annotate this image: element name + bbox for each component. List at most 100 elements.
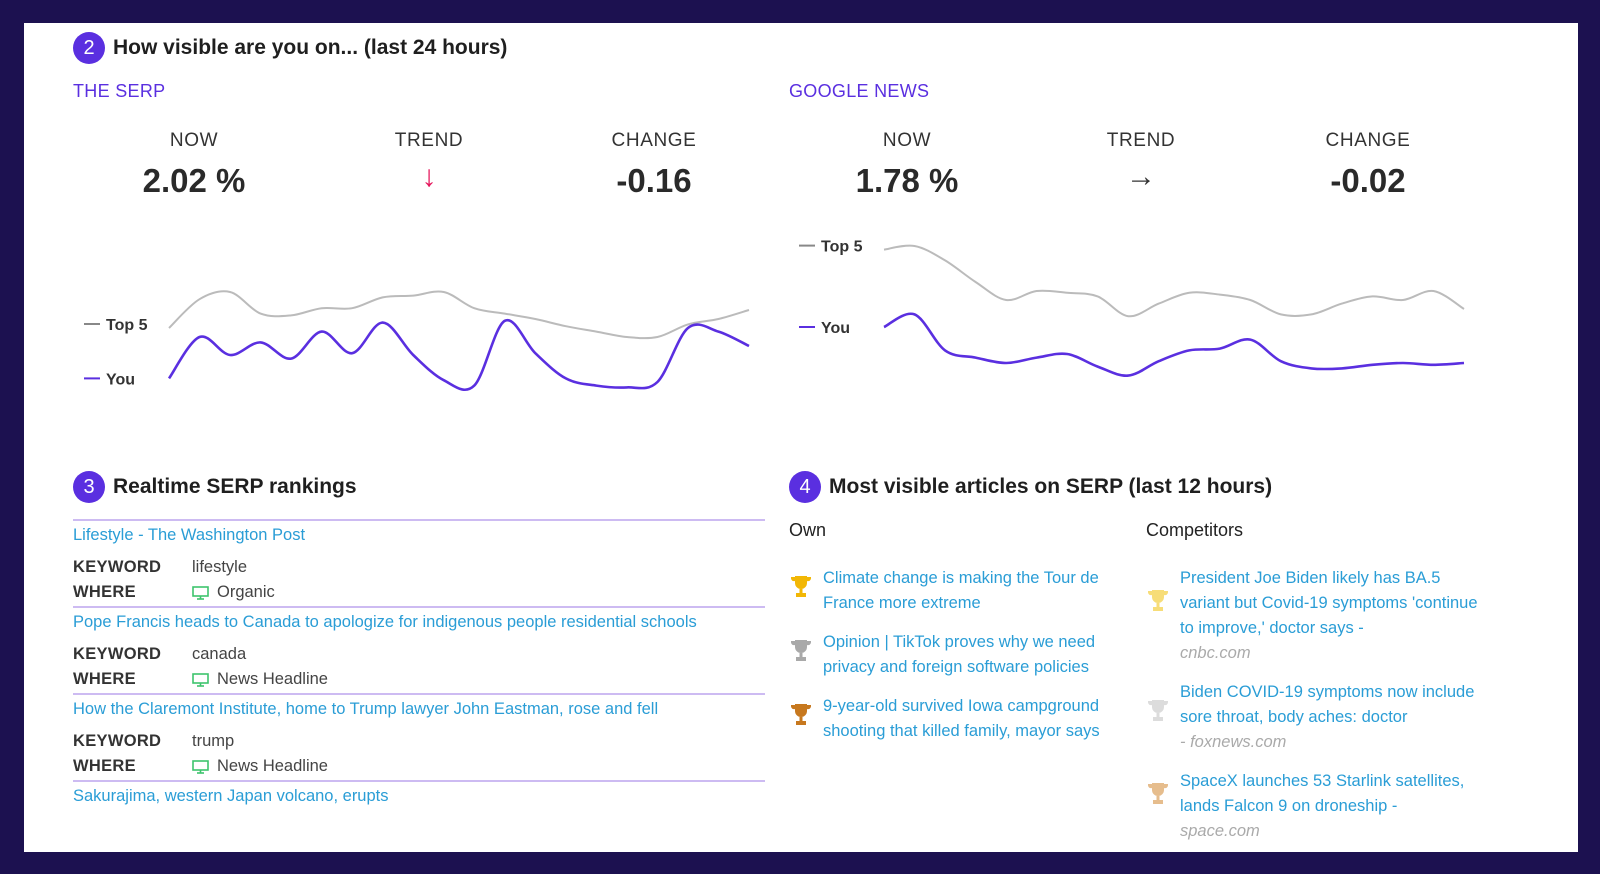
where-value: News Headline <box>192 757 328 776</box>
news-change-value: -0.02 <box>1330 162 1406 199</box>
rankings-section-header: 3 Realtime SERP rankings <box>73 471 357 503</box>
gold-trophy-icon <box>790 576 812 597</box>
ranking-item: Sakurajima, western Japan volcano, erupt… <box>73 780 765 810</box>
news-now-value: 1.78 % <box>855 162 959 199</box>
competitor-article-title: Biden COVID-19 symptoms now include sore… <box>1180 683 1475 726</box>
own-article-link[interactable]: Climate change is making the Tour de Fra… <box>823 569 1099 612</box>
rankings-list: Lifestyle - The Washington Post KEYWORD … <box>73 519 765 810</box>
serp-trend-label: TREND <box>394 130 464 151</box>
serp-visibility-chart: Top 5 You <box>84 290 750 391</box>
ranking-item: How the Claremont Institute, home to Tru… <box>73 693 765 780</box>
competitor-article-item: SpaceX launches 53 Starlink satellites, … <box>1146 769 1486 844</box>
trend-down-arrow-icon: ↓ <box>421 160 437 193</box>
where-label: WHERE <box>73 583 136 601</box>
where-label: WHERE <box>73 670 136 688</box>
visibility-section-header: 2 How visible are you on... (last 24 hou… <box>73 32 507 64</box>
competitor-articles-list: President Joe Biden likely has BA.5 vari… <box>1146 566 1486 852</box>
news-now-label: NOW <box>882 130 932 151</box>
own-article-link[interactable]: Opinion | TikTok proves why we need priv… <box>823 633 1096 676</box>
keyword-row: KEYWORD trump <box>73 732 765 751</box>
series-label: Top 5 <box>821 239 863 256</box>
series-line-you <box>167 318 750 391</box>
serp-subtitle: THE SERP <box>73 81 166 101</box>
serp-now-metric: NOW 2.02 % <box>94 130 294 200</box>
own-article-item: 9-year-old survived Iowa campground shoo… <box>789 694 1119 744</box>
serp-trend-metric: TREND ↓ <box>329 130 529 194</box>
news-trend-metric: TREND → <box>1041 130 1241 194</box>
competitor-article-source: space.com <box>1180 822 1260 840</box>
where-label: WHERE <box>73 757 136 775</box>
silver-trophy-icon <box>1147 700 1169 721</box>
where-text: Organic <box>217 583 275 601</box>
news-now-metric: NOW 1.78 % <box>807 130 1007 200</box>
section-number-badge: 3 <box>73 471 105 503</box>
where-value: News Headline <box>192 670 328 689</box>
keyword-label: KEYWORD <box>73 645 162 663</box>
ranking-article-link[interactable]: Sakurajima, western Japan volcano, erupt… <box>73 787 389 805</box>
ranking-item: Pope Francis heads to Canada to apologiz… <box>73 606 765 693</box>
ranking-item: Lifestyle - The Washington Post KEYWORD … <box>73 519 765 606</box>
keyword-value: canada <box>192 645 247 663</box>
section-number-badge: 4 <box>789 471 821 503</box>
where-value: Organic <box>192 583 275 602</box>
competitor-article-source: cnbc.com <box>1180 644 1251 662</box>
serp-now-value: 2.02 % <box>142 162 246 199</box>
ranking-article-link[interactable]: Pope Francis heads to Canada to apologiz… <box>73 613 697 631</box>
competitor-article-source: - foxnews.com <box>1180 733 1287 751</box>
serp-change-value: -0.16 <box>616 162 692 199</box>
own-article-item: Climate change is making the Tour de Fra… <box>789 566 1119 616</box>
bronze-trophy-icon <box>1147 783 1169 804</box>
desktop-monitor-icon <box>192 585 209 600</box>
serp-now-label: NOW <box>169 130 219 151</box>
competitor-article-title: SpaceX launches 53 Starlink satellites, … <box>1180 772 1465 815</box>
trend-flat-arrow-icon: → <box>1126 160 1156 193</box>
gold-trophy-icon <box>1147 590 1169 611</box>
silver-trophy-icon <box>790 640 812 661</box>
where-row: WHERE News Headline <box>73 757 765 776</box>
competitor-article-link[interactable]: SpaceX launches 53 Starlink satellites, … <box>1180 769 1486 844</box>
competitor-article-item: Biden COVID-19 symptoms now include sore… <box>1146 680 1486 755</box>
series-line-top-5 <box>168 290 750 340</box>
desktop-monitor-icon <box>192 759 209 774</box>
series-line-top-5 <box>883 244 1465 318</box>
competitor-article-link[interactable]: President Joe Biden likely has BA.5 vari… <box>1180 566 1486 666</box>
where-text: News Headline <box>217 670 328 688</box>
competitor-article-item: President Joe Biden likely has BA.5 vari… <box>1146 566 1486 666</box>
bronze-trophy-icon <box>790 704 812 725</box>
competitor-article-title: President Joe Biden likely has BA.5 vari… <box>1180 569 1478 637</box>
ranking-article-link[interactable]: How the Claremont Institute, home to Tru… <box>73 700 659 718</box>
news-change-label: CHANGE <box>1325 130 1411 151</box>
series-label: You <box>821 320 850 337</box>
series-label: You <box>106 371 135 388</box>
news-trend-label: TREND <box>1106 130 1176 151</box>
articles-section-title: Most visible articles on SERP (last 12 h… <box>829 475 1273 498</box>
desktop-monitor-icon <box>192 672 209 687</box>
keyword-row: KEYWORD canada <box>73 645 765 664</box>
visibility-section-title: How visible are you on... (last 24 hours… <box>113 36 508 59</box>
keyword-value: lifestyle <box>192 558 248 576</box>
news-visibility-chart: Top 5 You <box>799 239 1465 377</box>
own-column-header: Own <box>789 520 827 540</box>
news-change-metric: CHANGE -0.02 <box>1268 130 1468 200</box>
keyword-row: KEYWORD lifestyle <box>73 558 765 577</box>
competitor-article-link[interactable]: Biden COVID-19 symptoms now include sore… <box>1180 680 1486 755</box>
serp-change-metric: CHANGE -0.16 <box>554 130 754 200</box>
serp-change-label: CHANGE <box>611 130 697 151</box>
keyword-label: KEYWORD <box>73 558 162 576</box>
series-label: Top 5 <box>106 317 148 334</box>
dashboard-panel: 2 How visible are you on... (last 24 hou… <box>24 23 1578 852</box>
own-article-link[interactable]: 9-year-old survived Iowa campground shoo… <box>823 697 1100 740</box>
section-number-badge: 2 <box>73 32 105 64</box>
own-articles-list: Climate change is making the Tour de Fra… <box>789 566 1119 758</box>
keyword-value: trump <box>192 732 235 750</box>
competitors-column-header: Competitors <box>1146 520 1244 540</box>
where-text: News Headline <box>217 757 328 775</box>
articles-section-header: 4 Most visible articles on SERP (last 12… <box>789 471 1272 503</box>
ranking-article-link[interactable]: Lifestyle - The Washington Post <box>73 526 306 544</box>
where-row: WHERE Organic <box>73 583 765 602</box>
series-line-you <box>883 312 1465 377</box>
google-news-subtitle: GOOGLE NEWS <box>789 81 930 101</box>
keyword-label: KEYWORD <box>73 732 162 750</box>
own-article-item: Opinion | TikTok proves why we need priv… <box>789 630 1119 680</box>
rankings-section-title: Realtime SERP rankings <box>113 475 357 498</box>
